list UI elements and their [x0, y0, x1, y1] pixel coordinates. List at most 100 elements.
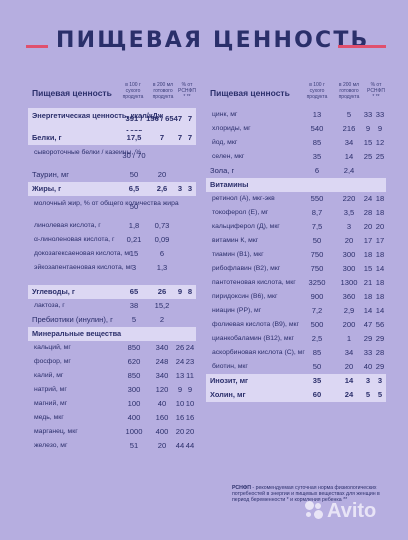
row-label: линолевая кислота, г [34, 222, 101, 229]
row-label: аскорбиновая кислота (С), мг [212, 349, 305, 356]
row-value: 50 [312, 362, 322, 371]
row-value: 20 [185, 427, 195, 436]
row-label: пиридоксин (В6), мкг [212, 293, 278, 300]
row-value: 160 [155, 413, 169, 422]
row-value: 340 [155, 371, 169, 380]
row-value: 15,2 [154, 301, 170, 310]
row-value: 0,21 [126, 235, 142, 244]
row-value: 6 [159, 249, 165, 258]
header-name: Пищевая ценность [210, 88, 290, 98]
table-row: витамин К, мкг 50 20 17 17 [206, 234, 386, 248]
row-label: токоферол (Е), мг [212, 209, 269, 216]
row-value: 18 [375, 278, 385, 287]
row-value: 14 [344, 152, 354, 161]
row-value: 10 [185, 399, 195, 408]
row-value: 7,5 [311, 222, 323, 231]
row-value: 6 [314, 166, 320, 175]
left-table-body: Энергетическая ценность, ккал/кДж 391 / 1… [28, 108, 196, 453]
row-label: фосфор, мг [34, 358, 71, 365]
row-label: Витамины [210, 180, 249, 189]
row-value: 850 [127, 371, 141, 380]
row-label: докозагексаеновая кислота, мг [34, 250, 132, 257]
row-value: 9 [365, 124, 371, 133]
row-value: 44 [185, 441, 195, 450]
row-value: 216 [342, 124, 356, 133]
table-row: калий, мг 850 340 13 11 [28, 369, 196, 383]
row-label: Минеральные вещества [32, 329, 122, 338]
table-row: йод, мкг 85 34 15 12 [206, 136, 386, 150]
row-label: калий, мг [34, 372, 64, 379]
table-row: фосфор, мг 620 248 24 23 [28, 355, 196, 369]
row-value: 1,8 [128, 221, 140, 230]
row-value: 29 [375, 334, 385, 343]
table-row: Углеводы, г 65 26 9 8 [28, 285, 196, 299]
row-label: Таурин, мг [32, 170, 70, 179]
row-value: 35 [312, 376, 322, 385]
row-label: ниацин (РР), мг [212, 307, 262, 314]
row-value: 11 [186, 371, 194, 380]
header-col-dry: в 100 г сухого продукта [122, 82, 144, 100]
row-value: 360 [342, 292, 356, 301]
row-value: 60 [312, 390, 322, 399]
row-label: Пребиотики (инулин), г [32, 315, 113, 324]
row-value: 34 [344, 348, 354, 357]
row-value: 29 [375, 362, 385, 371]
header-col-percent: % от РСНФП * ** [367, 82, 385, 100]
header-name: Пищевая ценность [32, 88, 112, 98]
row-value: 24 [363, 194, 373, 203]
row-value: 7 [177, 114, 183, 123]
row-value: 850 [127, 343, 141, 352]
row-label: Энергетическая ценность, ккал/кДж [32, 111, 164, 120]
table-row: магний, мг 100 40 10 10 [28, 397, 196, 411]
row-value: 1,3 [156, 263, 168, 272]
row-value: 16 [175, 413, 185, 422]
row-value: 0,09 [154, 235, 170, 244]
row-value: 14 [375, 306, 385, 315]
table-row: пантотеновая кислота, мкг 3250 1300 21 18 [206, 276, 386, 290]
row-value: 5 [346, 110, 352, 119]
row-value: 33 [375, 110, 385, 119]
row-value: 18 [363, 292, 373, 301]
row-value: 220 [342, 194, 356, 203]
row-value: 3 [187, 184, 193, 193]
row-label: α-линоленовая кислота, г [34, 236, 115, 243]
row-value: 33 [363, 110, 373, 119]
table-row: Минеральные вещества [28, 327, 196, 341]
table-row: Холин, мг 60 24 5 5 [206, 388, 386, 402]
row-label: ретинол (А), мкг-экв [212, 195, 275, 202]
table-row: Инозит, мг 35 14 3 3 [206, 374, 386, 388]
row-value: 6,5 [128, 184, 140, 193]
row-value: 750 [310, 250, 324, 259]
row-value: 30 / 70 [122, 151, 146, 160]
header-col-ready: в 200 мл готового продукта [338, 82, 360, 100]
row-label: марганец, мкг [34, 428, 78, 435]
footnote: РСНФП - рекомендуемая суточная норма физ… [232, 485, 382, 504]
table-row: эйкозапентаеновая кислота, мг 3 1,3 [28, 261, 196, 275]
row-label: йод, мкг [212, 139, 238, 146]
avito-logo-icon [305, 501, 325, 519]
row-label: натрий, мг [34, 386, 67, 393]
table-row: цианкобаламин (В12), мкг 2,5 1 29 29 [206, 332, 386, 346]
table-row: кальций, мг 850 340 26 24 [28, 341, 196, 355]
row-value: 9 [177, 287, 183, 296]
table-row: α-линоленовая кислота, г 0,21 0,09 [28, 233, 196, 247]
row-value: 20 [375, 222, 385, 231]
row-value: 7 [159, 133, 165, 142]
table-row [28, 275, 196, 285]
row-label: селен, мкг [212, 153, 245, 160]
row-value: 12 [375, 138, 385, 147]
row-value: 13 [175, 371, 185, 380]
row-value: 5 [377, 390, 383, 399]
right-table-body: цинк, мг 13 5 33 33 хлориды, мг 540 216 9 9 йод, м… [206, 108, 386, 402]
row-value: 24 [344, 390, 354, 399]
row-value: 2,9 [343, 306, 355, 315]
footnote-text: - рекомендуемая суточная норма физиологи… [232, 485, 380, 504]
row-value: 17,5 [126, 133, 142, 142]
row-value: 300 [127, 385, 141, 394]
row-label: Углеводы, г [32, 287, 75, 296]
row-value: 33 [363, 348, 373, 357]
row-label: витамин К, мкг [212, 237, 259, 244]
row-value: 3,5 [343, 208, 355, 217]
row-value: 15 [363, 138, 373, 147]
table-row: лактоза, г 38 15,2 [28, 299, 196, 313]
